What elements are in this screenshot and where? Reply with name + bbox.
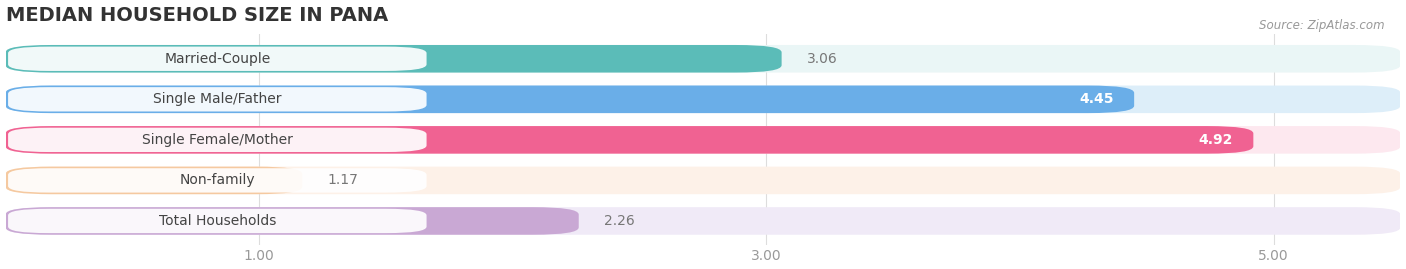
FancyBboxPatch shape [8, 87, 426, 111]
FancyBboxPatch shape [8, 128, 426, 152]
Text: MEDIAN HOUSEHOLD SIZE IN PANA: MEDIAN HOUSEHOLD SIZE IN PANA [6, 6, 388, 24]
Text: 3.06: 3.06 [807, 52, 838, 66]
FancyBboxPatch shape [6, 207, 1400, 235]
FancyBboxPatch shape [8, 47, 426, 71]
FancyBboxPatch shape [6, 167, 1400, 194]
Text: 1.17: 1.17 [328, 174, 359, 187]
Text: Source: ZipAtlas.com: Source: ZipAtlas.com [1260, 19, 1385, 32]
Text: Single Female/Mother: Single Female/Mother [142, 133, 292, 147]
Text: Married-Couple: Married-Couple [165, 52, 270, 66]
FancyBboxPatch shape [6, 86, 1135, 113]
Text: 2.26: 2.26 [605, 214, 636, 228]
FancyBboxPatch shape [8, 209, 426, 233]
FancyBboxPatch shape [6, 167, 302, 194]
FancyBboxPatch shape [6, 126, 1253, 154]
Text: Single Male/Father: Single Male/Father [153, 92, 281, 106]
Text: 4.45: 4.45 [1080, 92, 1114, 106]
FancyBboxPatch shape [6, 207, 579, 235]
Text: Total Households: Total Households [159, 214, 276, 228]
FancyBboxPatch shape [6, 126, 1400, 154]
FancyBboxPatch shape [6, 86, 1400, 113]
FancyBboxPatch shape [6, 45, 782, 73]
FancyBboxPatch shape [6, 45, 1400, 73]
FancyBboxPatch shape [8, 168, 426, 193]
Text: Non-family: Non-family [180, 174, 254, 187]
Text: 4.92: 4.92 [1199, 133, 1233, 147]
